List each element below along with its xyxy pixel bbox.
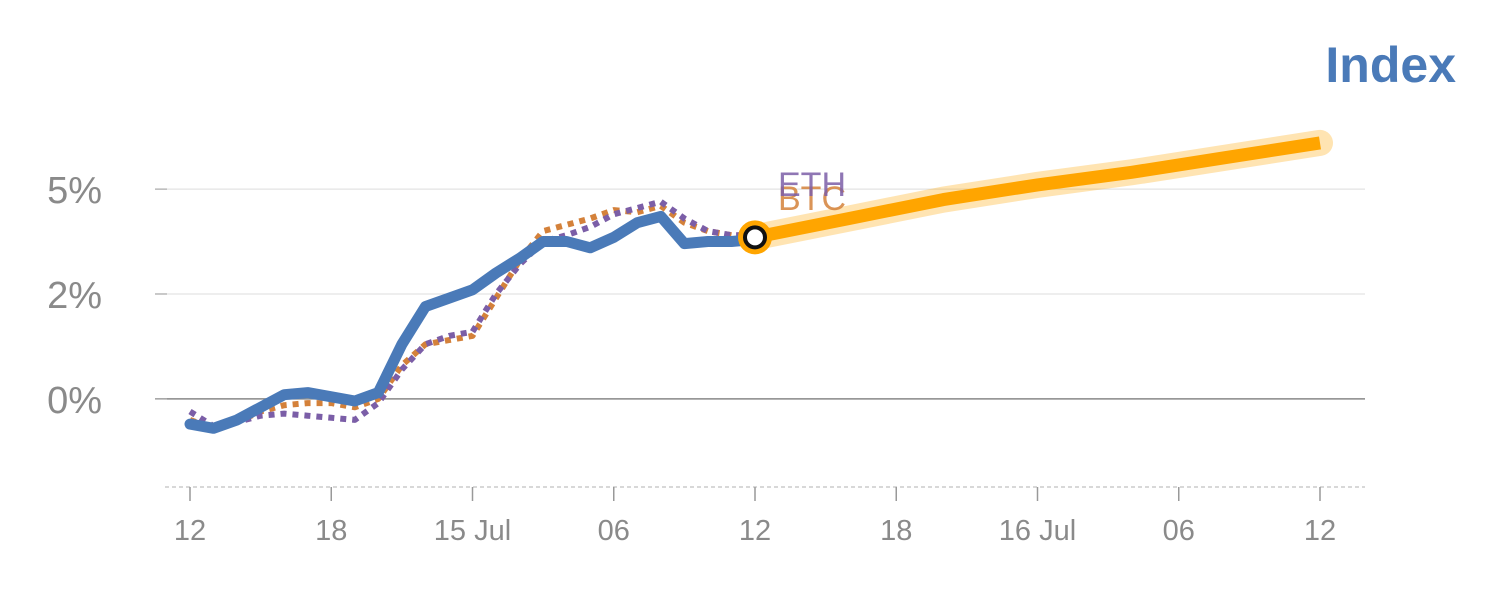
forecast-line <box>753 136 1322 244</box>
series-line-eth <box>188 198 755 430</box>
y-tick-label: 2% <box>47 275 102 317</box>
x-tick-label: 12 <box>1304 515 1336 547</box>
x-tick-label: 16 Jul <box>999 515 1076 547</box>
series-label-eth: ETH <box>778 166 846 204</box>
y-tick-label: 5% <box>47 170 102 212</box>
x-tick-label: 12 <box>739 515 771 547</box>
y-tick-label: 0% <box>47 380 102 422</box>
x-tick-label: 06 <box>598 515 630 547</box>
series-label-btc: BTC <box>778 180 846 218</box>
series-line-main <box>184 210 761 434</box>
x-tick-label: 18 <box>880 515 912 547</box>
series-line-btc <box>188 202 755 432</box>
x-tick-label: 15 Jul <box>434 515 511 547</box>
x-tick-label: 06 <box>1163 515 1195 547</box>
x-tick-label: 18 <box>315 515 347 547</box>
x-tick-label: 12 <box>174 515 206 547</box>
current-point-marker <box>743 225 767 250</box>
chart-title: Index <box>1325 37 1456 93</box>
